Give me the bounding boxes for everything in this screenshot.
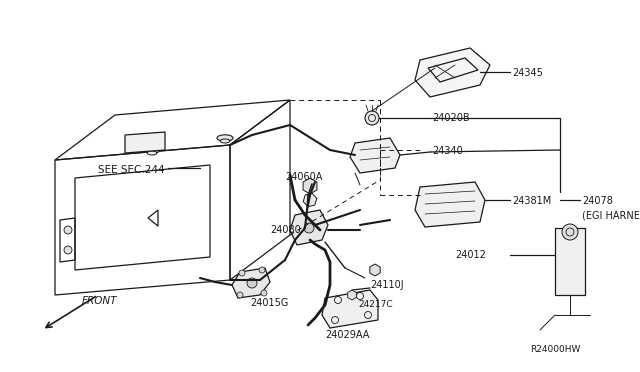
Circle shape <box>64 246 72 254</box>
Circle shape <box>239 270 245 276</box>
Circle shape <box>247 278 257 288</box>
Circle shape <box>304 223 314 233</box>
Circle shape <box>562 224 578 240</box>
Text: (EGI HARNESS): (EGI HARNESS) <box>582 210 640 220</box>
Text: 24217C: 24217C <box>358 300 392 309</box>
Polygon shape <box>290 210 328 245</box>
Text: 24060A: 24060A <box>285 172 323 182</box>
Circle shape <box>259 267 265 273</box>
Text: 24020B: 24020B <box>432 113 470 123</box>
Circle shape <box>365 111 379 125</box>
Ellipse shape <box>147 151 157 155</box>
Circle shape <box>261 290 267 296</box>
Text: FRONT: FRONT <box>82 296 118 306</box>
Polygon shape <box>555 228 585 295</box>
Ellipse shape <box>144 147 160 153</box>
Circle shape <box>237 292 243 298</box>
Polygon shape <box>125 132 165 153</box>
Ellipse shape <box>217 135 233 141</box>
Text: 24012: 24012 <box>455 250 486 260</box>
Text: 24340: 24340 <box>432 146 463 156</box>
Text: 24029AA: 24029AA <box>325 330 369 340</box>
Text: 24110J: 24110J <box>370 280 404 290</box>
Polygon shape <box>350 138 400 173</box>
Text: 24381M: 24381M <box>512 196 551 206</box>
Text: 24080: 24080 <box>270 225 301 235</box>
Polygon shape <box>232 268 270 298</box>
Text: 24078: 24078 <box>582 196 613 206</box>
Text: 24345: 24345 <box>512 68 543 78</box>
Ellipse shape <box>220 139 230 143</box>
Polygon shape <box>322 290 378 328</box>
Polygon shape <box>415 182 485 227</box>
Circle shape <box>64 226 72 234</box>
Text: 24015G: 24015G <box>250 298 289 308</box>
Text: SEE SEC.244: SEE SEC.244 <box>98 165 164 175</box>
Text: R24000HW: R24000HW <box>530 345 580 354</box>
Polygon shape <box>415 48 490 97</box>
